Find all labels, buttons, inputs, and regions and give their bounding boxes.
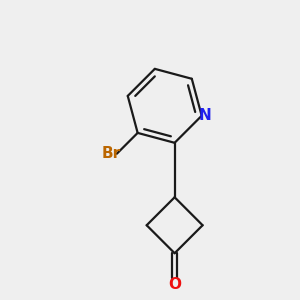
- Text: Br: Br: [101, 146, 121, 161]
- Text: O: O: [168, 277, 181, 292]
- Text: N: N: [198, 108, 211, 123]
